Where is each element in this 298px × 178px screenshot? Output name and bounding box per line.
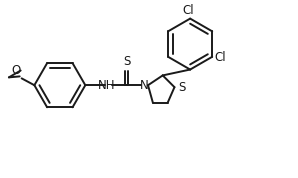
Text: S: S [123,55,130,68]
Text: Cl: Cl [214,51,226,64]
Text: NH: NH [98,79,116,92]
Text: N: N [140,79,148,92]
Text: O: O [11,64,21,77]
Text: S: S [179,81,186,94]
Text: Cl: Cl [182,4,194,17]
